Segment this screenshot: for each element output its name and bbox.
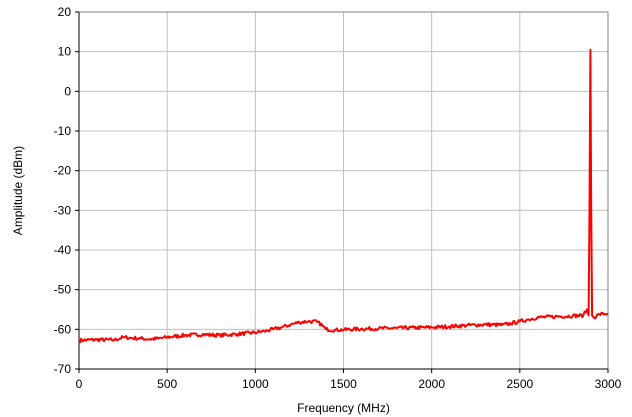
y-tick-label: -30 bbox=[54, 203, 72, 217]
x-tick-label: 0 bbox=[76, 377, 83, 391]
x-tick-label: 500 bbox=[157, 377, 177, 391]
axis-ticks: 0 500 1000 1500 2000 2500 3000 20 10 0 -10 -20 -30 -4… bbox=[54, 5, 622, 391]
x-tick-label: 1500 bbox=[330, 377, 357, 391]
y-tick-label: 0 bbox=[64, 84, 71, 98]
x-tick-label: 2000 bbox=[418, 377, 445, 391]
y-tick-label: -20 bbox=[54, 164, 72, 178]
y-tick-label: 10 bbox=[58, 45, 72, 59]
spectrum-trace bbox=[78, 48, 609, 344]
x-axis-label: Frequency (MHz) bbox=[297, 401, 390, 415]
y-tick-label: -70 bbox=[54, 362, 72, 376]
y-axis-label: Amplitude (dBm) bbox=[11, 146, 25, 235]
x-tick-label: 1000 bbox=[242, 377, 269, 391]
y-tick-label: -50 bbox=[54, 283, 72, 297]
x-tick-label: 2500 bbox=[506, 377, 533, 391]
x-tick-label: 3000 bbox=[595, 377, 622, 391]
y-tick-label: -40 bbox=[54, 243, 72, 257]
y-tick-label: 20 bbox=[58, 5, 72, 19]
series-layer bbox=[78, 48, 609, 344]
y-tick-label: -60 bbox=[54, 322, 72, 336]
y-tick-label: -10 bbox=[54, 124, 72, 138]
grid-lines bbox=[79, 11, 609, 369]
